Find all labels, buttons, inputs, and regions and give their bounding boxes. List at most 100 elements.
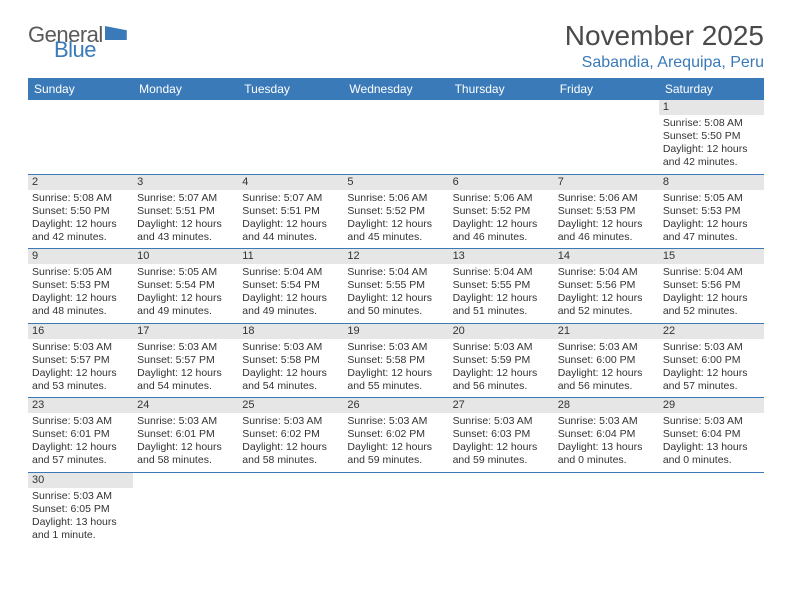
day-detail-line: Sunset: 6:01 PM [137, 428, 234, 441]
day-details: Sunrise: 5:03 AMSunset: 6:02 PMDaylight:… [238, 413, 343, 472]
calendar-empty-cell [449, 100, 554, 174]
weekday-header: Thursday [449, 78, 554, 100]
day-detail-line: and 49 minutes. [137, 305, 234, 318]
calendar-empty-cell [449, 472, 554, 546]
calendar-week-row: 9Sunrise: 5:05 AMSunset: 5:53 PMDaylight… [28, 249, 764, 324]
day-details: Sunrise: 5:03 AMSunset: 5:58 PMDaylight:… [238, 339, 343, 398]
day-detail-line: and 46 minutes. [453, 231, 550, 244]
day-detail-line: Sunrise: 5:03 AM [242, 341, 339, 354]
calendar-day-cell: 11Sunrise: 5:04 AMSunset: 5:54 PMDayligh… [238, 249, 343, 324]
day-number: 2 [28, 175, 133, 190]
day-detail-line: Sunrise: 5:03 AM [663, 415, 760, 428]
day-details: Sunrise: 5:08 AMSunset: 5:50 PMDaylight:… [659, 115, 764, 174]
calendar-day-cell: 18Sunrise: 5:03 AMSunset: 5:58 PMDayligh… [238, 323, 343, 398]
day-detail-line: Daylight: 12 hours [453, 367, 550, 380]
day-number: 29 [659, 398, 764, 413]
day-number: 4 [238, 175, 343, 190]
day-details: Sunrise: 5:03 AMSunset: 5:57 PMDaylight:… [133, 339, 238, 398]
day-detail-line: Sunrise: 5:03 AM [347, 341, 444, 354]
calendar-empty-cell [554, 100, 659, 174]
calendar-day-cell: 14Sunrise: 5:04 AMSunset: 5:56 PMDayligh… [554, 249, 659, 324]
day-detail-line: Sunset: 5:55 PM [347, 279, 444, 292]
brand-logo-text: General Blue [28, 26, 127, 58]
day-detail-line: Sunrise: 5:03 AM [347, 415, 444, 428]
day-details: Sunrise: 5:05 AMSunset: 5:54 PMDaylight:… [133, 264, 238, 323]
day-detail-line: Sunset: 6:00 PM [663, 354, 760, 367]
calendar-empty-cell [343, 472, 448, 546]
day-detail-line: Sunset: 5:54 PM [137, 279, 234, 292]
calendar-week-row: 23Sunrise: 5:03 AMSunset: 6:01 PMDayligh… [28, 398, 764, 473]
month-title: November 2025 [565, 20, 764, 52]
day-detail-line: and 57 minutes. [32, 454, 129, 467]
day-number: 21 [554, 324, 659, 339]
calendar-day-cell: 20Sunrise: 5:03 AMSunset: 5:59 PMDayligh… [449, 323, 554, 398]
day-detail-line: and 52 minutes. [663, 305, 760, 318]
day-detail-line: and 47 minutes. [663, 231, 760, 244]
calendar-empty-cell [554, 472, 659, 546]
weekday-header: Monday [133, 78, 238, 100]
day-details: Sunrise: 5:05 AMSunset: 5:53 PMDaylight:… [659, 190, 764, 249]
day-detail-line: Daylight: 13 hours [663, 441, 760, 454]
day-detail-line: and 46 minutes. [558, 231, 655, 244]
calendar-day-cell: 27Sunrise: 5:03 AMSunset: 6:03 PMDayligh… [449, 398, 554, 473]
day-details: Sunrise: 5:03 AMSunset: 6:01 PMDaylight:… [133, 413, 238, 472]
day-detail-line: Sunset: 6:04 PM [663, 428, 760, 441]
day-detail-line: and 51 minutes. [453, 305, 550, 318]
day-number: 3 [133, 175, 238, 190]
calendar-header-row: SundayMondayTuesdayWednesdayThursdayFrid… [28, 78, 764, 100]
day-details: Sunrise: 5:03 AMSunset: 5:59 PMDaylight:… [449, 339, 554, 398]
day-number: 14 [554, 249, 659, 264]
day-detail-line: Sunrise: 5:04 AM [347, 266, 444, 279]
day-details: Sunrise: 5:05 AMSunset: 5:53 PMDaylight:… [28, 264, 133, 323]
day-detail-line: Daylight: 12 hours [347, 441, 444, 454]
day-number: 23 [28, 398, 133, 413]
day-number: 1 [659, 100, 764, 115]
day-detail-line: Sunrise: 5:03 AM [32, 341, 129, 354]
weekday-header: Tuesday [238, 78, 343, 100]
day-details: Sunrise: 5:03 AMSunset: 6:04 PMDaylight:… [659, 413, 764, 472]
day-detail-line: Daylight: 12 hours [137, 441, 234, 454]
day-details: Sunrise: 5:04 AMSunset: 5:55 PMDaylight:… [449, 264, 554, 323]
day-details: Sunrise: 5:07 AMSunset: 5:51 PMDaylight:… [238, 190, 343, 249]
day-detail-line: Sunset: 5:51 PM [137, 205, 234, 218]
day-number: 7 [554, 175, 659, 190]
day-detail-line: Sunset: 5:52 PM [347, 205, 444, 218]
day-details: Sunrise: 5:08 AMSunset: 5:50 PMDaylight:… [28, 190, 133, 249]
day-details: Sunrise: 5:03 AMSunset: 6:04 PMDaylight:… [554, 413, 659, 472]
day-detail-line: Sunset: 6:04 PM [558, 428, 655, 441]
calendar-page: General Blue November 2025 Sabandia, Are… [0, 0, 792, 612]
day-detail-line: Daylight: 12 hours [453, 441, 550, 454]
calendar-day-cell: 28Sunrise: 5:03 AMSunset: 6:04 PMDayligh… [554, 398, 659, 473]
day-detail-line: Sunrise: 5:03 AM [242, 415, 339, 428]
weekday-header: Wednesday [343, 78, 448, 100]
day-detail-line: Daylight: 12 hours [32, 441, 129, 454]
day-detail-line: and 59 minutes. [347, 454, 444, 467]
calendar-empty-cell [28, 100, 133, 174]
day-detail-line: Sunrise: 5:03 AM [137, 341, 234, 354]
day-detail-line: Sunset: 6:02 PM [347, 428, 444, 441]
day-detail-line: Sunset: 5:50 PM [32, 205, 129, 218]
day-detail-line: Daylight: 12 hours [242, 292, 339, 305]
day-detail-line: Sunrise: 5:05 AM [32, 266, 129, 279]
day-details: Sunrise: 5:03 AMSunset: 6:03 PMDaylight:… [449, 413, 554, 472]
day-detail-line: Daylight: 12 hours [663, 292, 760, 305]
day-details: Sunrise: 5:04 AMSunset: 5:54 PMDaylight:… [238, 264, 343, 323]
day-detail-line: Sunset: 5:52 PM [453, 205, 550, 218]
day-detail-line: Sunset: 5:59 PM [453, 354, 550, 367]
day-number: 10 [133, 249, 238, 264]
day-details: Sunrise: 5:03 AMSunset: 6:02 PMDaylight:… [343, 413, 448, 472]
weekday-header: Friday [554, 78, 659, 100]
day-detail-line: and 55 minutes. [347, 380, 444, 393]
day-details: Sunrise: 5:03 AMSunset: 6:00 PMDaylight:… [554, 339, 659, 398]
weekday-header: Saturday [659, 78, 764, 100]
day-detail-line: and 48 minutes. [32, 305, 129, 318]
day-number: 16 [28, 324, 133, 339]
day-number: 11 [238, 249, 343, 264]
day-detail-line: Sunrise: 5:06 AM [558, 192, 655, 205]
day-number: 28 [554, 398, 659, 413]
day-detail-line: Sunrise: 5:03 AM [558, 415, 655, 428]
day-number: 13 [449, 249, 554, 264]
calendar-day-cell: 22Sunrise: 5:03 AMSunset: 6:00 PMDayligh… [659, 323, 764, 398]
day-details: Sunrise: 5:04 AMSunset: 5:55 PMDaylight:… [343, 264, 448, 323]
day-detail-line: and 54 minutes. [137, 380, 234, 393]
